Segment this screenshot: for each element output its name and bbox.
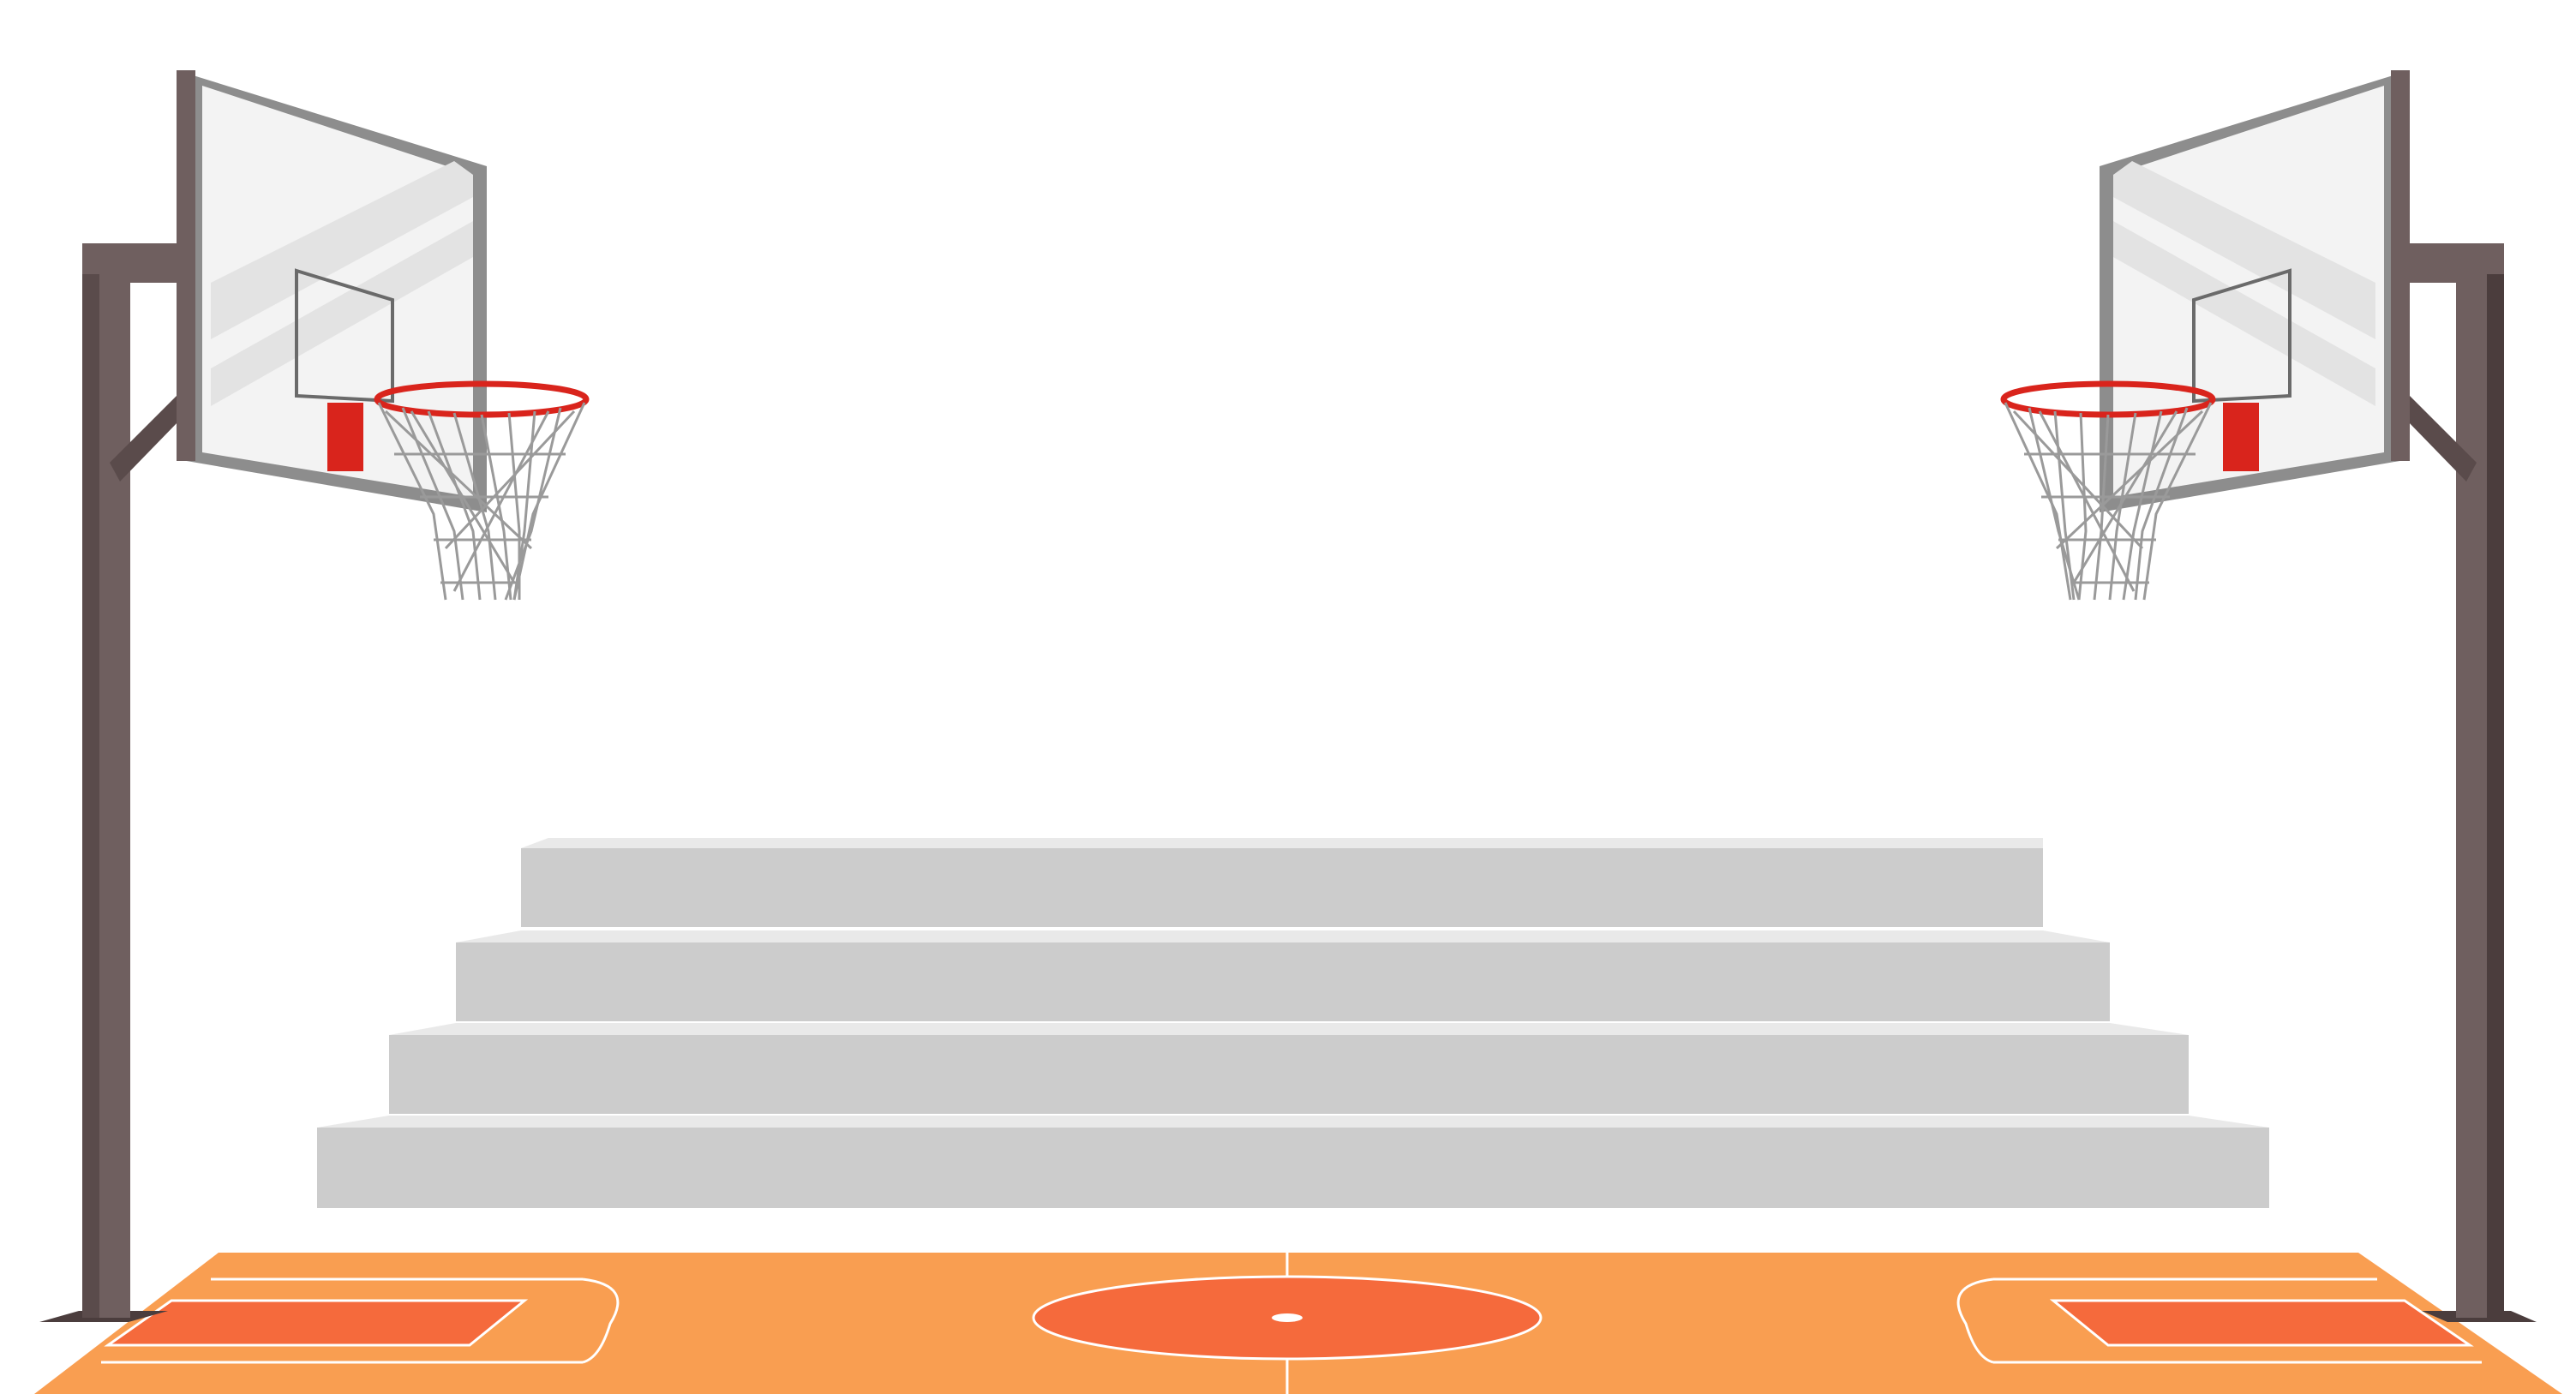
right-glass-reflection-2: [2113, 221, 2375, 406]
bleacher-step-3-riser: [389, 1035, 2189, 1114]
left-glass-reflection-2: [211, 221, 473, 406]
right-three-point-arc: [1956, 1277, 1994, 1364]
bleacher-step-4-riser: [317, 1128, 2269, 1208]
left-backboard-edge: [177, 70, 195, 461]
bleacher-step-3-tread: [389, 1023, 2189, 1035]
right-glass-reflection-1: [2113, 161, 2375, 339]
bleacher-step-2-tread: [456, 930, 2110, 942]
left-arm: [82, 243, 182, 283]
bleacher-step-2-riser: [456, 942, 2110, 1021]
bleacher-step-1-riser: [521, 848, 2043, 927]
right-pole-shade: [2487, 243, 2504, 1318]
left-hoop: [39, 70, 590, 1322]
left-glass-reflection-1: [211, 161, 473, 339]
left-rim-bracket: [327, 403, 363, 471]
right-backboard-edge: [2391, 70, 2410, 461]
center-dot: [1272, 1313, 1303, 1322]
left-net: [377, 402, 586, 601]
right-brace: [2406, 392, 2477, 482]
right-arm: [2405, 243, 2504, 283]
right-key: [2049, 1299, 2474, 1347]
right-net: [2004, 402, 2213, 601]
bleacher-step-4-tread: [317, 1116, 2269, 1128]
left-pole-shade: [82, 243, 99, 1318]
left-three-point-arc: [582, 1277, 620, 1364]
left-key: [104, 1299, 529, 1347]
court: [34, 1253, 2562, 1394]
left-brace: [110, 392, 180, 482]
right-hoop: [2000, 70, 2537, 1322]
bleacher-step-1-tread: [521, 838, 2043, 848]
bleachers: [317, 838, 2269, 1208]
right-target-square: [2192, 268, 2291, 404]
right-rim-bracket: [2223, 403, 2259, 471]
left-target-square: [295, 268, 394, 404]
